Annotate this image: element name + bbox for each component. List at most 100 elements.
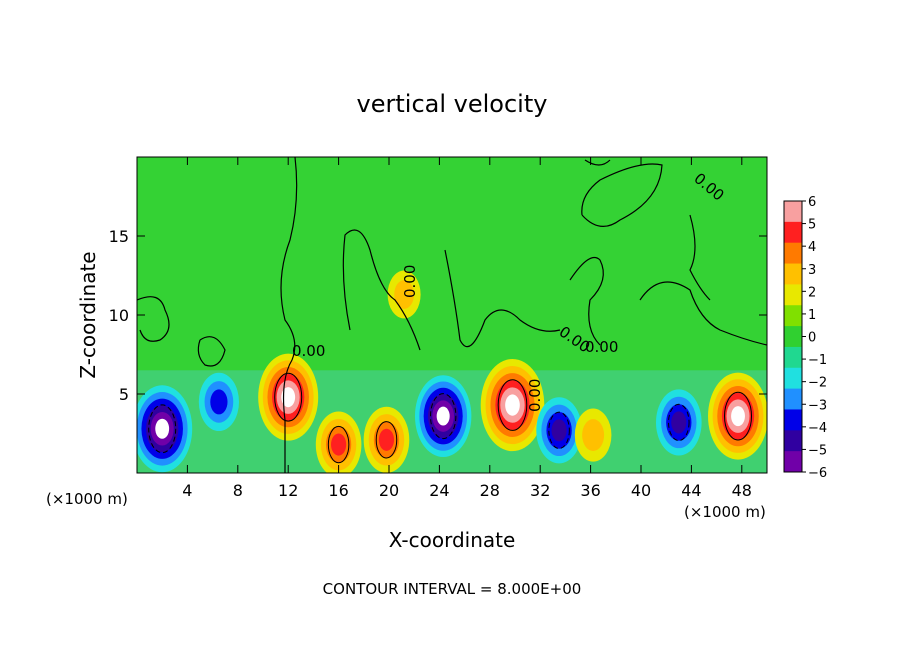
field-level bbox=[210, 389, 228, 415]
field-level bbox=[436, 406, 450, 426]
contour-ring bbox=[148, 404, 177, 454]
zero-contour-line bbox=[280, 157, 298, 473]
updraft-cell bbox=[315, 411, 362, 473]
colorbar-swatch bbox=[784, 388, 802, 410]
x-tick-label: 20 bbox=[379, 481, 399, 500]
colorbar-swatch bbox=[784, 326, 802, 348]
colorbar-swatch bbox=[784, 451, 802, 473]
x-tick-label: 16 bbox=[328, 481, 348, 500]
colorbar-tick-label: −1 bbox=[808, 353, 827, 368]
x-tick-label: 8 bbox=[233, 481, 243, 500]
x-tick-label: 12 bbox=[278, 481, 298, 500]
field-level bbox=[582, 419, 605, 452]
x-axis-title: X-coordinate bbox=[389, 528, 516, 552]
downdraft-cell bbox=[198, 372, 239, 432]
colorbar-tick-label: 6 bbox=[808, 195, 816, 210]
updraft-cell bbox=[480, 358, 545, 452]
colorbar-swatch bbox=[784, 263, 802, 285]
x-tick-label: 4 bbox=[182, 481, 192, 500]
field-level bbox=[155, 418, 170, 439]
contour-ring bbox=[429, 393, 457, 440]
x-tick-label: 36 bbox=[580, 481, 600, 500]
x-tick-label: 32 bbox=[530, 481, 550, 500]
colorbar-tick-label: 2 bbox=[808, 285, 816, 300]
colorbar-swatch bbox=[784, 284, 802, 306]
zero-contour-line bbox=[639, 281, 767, 346]
contour-interval-note: CONTOUR INTERVAL = 8.000E+00 bbox=[323, 580, 582, 598]
zero-contour-line bbox=[342, 229, 421, 351]
field-level bbox=[505, 394, 520, 416]
colorbar-tick-label: 4 bbox=[808, 240, 816, 255]
y-axis: 5 10 15 bbox=[109, 227, 767, 404]
updraft-cell bbox=[708, 372, 767, 460]
zero-contour-line bbox=[197, 336, 226, 367]
zero-contour-line bbox=[569, 256, 604, 346]
contour-ring bbox=[497, 379, 528, 431]
field-level bbox=[378, 428, 395, 451]
colorbar-swatch bbox=[784, 201, 802, 223]
downdraft-cell bbox=[137, 385, 193, 473]
contour-ring bbox=[375, 421, 398, 459]
x-axis: 4 8 12 16 20 24 28 32 36 40 44 48 bbox=[182, 157, 752, 500]
colorbar-tick-label: 1 bbox=[808, 308, 816, 323]
updraft-cell bbox=[387, 270, 421, 319]
downdraft-cell bbox=[536, 397, 582, 464]
y-tick-label: 5 bbox=[119, 385, 129, 404]
x-tick-label: 40 bbox=[631, 481, 651, 500]
updraft-cell bbox=[574, 408, 612, 462]
colorbar-swatch bbox=[784, 305, 802, 327]
contour-layer bbox=[137, 157, 767, 473]
chart-title: vertical velocity bbox=[357, 90, 548, 118]
contour-ring bbox=[274, 372, 303, 422]
contour-label: 0.00 bbox=[585, 338, 618, 356]
contour-label: 0.00 bbox=[526, 379, 544, 412]
colorbar-tick-label: 3 bbox=[808, 263, 816, 278]
plot-area: 0.00 0.00 0.00 0.00 0.00 0.00 4 8 12 16 20 24… bbox=[109, 156, 768, 500]
y-tick-label: 10 bbox=[109, 306, 129, 325]
x-tick-label: 44 bbox=[681, 481, 701, 500]
colorbar-tick-label: −3 bbox=[808, 398, 827, 413]
field-level bbox=[731, 406, 745, 427]
downdraft-cell bbox=[414, 375, 472, 458]
updraft-cell bbox=[258, 353, 319, 441]
field-level bbox=[671, 411, 687, 434]
y-tick-label: 15 bbox=[109, 227, 129, 246]
contour-ring bbox=[548, 411, 570, 450]
colorbar-tick-label: 0 bbox=[808, 331, 816, 346]
updraft-cell bbox=[363, 406, 410, 473]
x-tick-label: 28 bbox=[480, 481, 500, 500]
colorbar-swatch bbox=[784, 430, 802, 452]
zero-contour-line bbox=[581, 159, 663, 227]
contour-label: 0.00 bbox=[292, 342, 325, 360]
contour-label: 0.00 bbox=[401, 265, 419, 298]
x-unit-label: (×1000 m) bbox=[46, 490, 128, 508]
colorbar-swatch bbox=[784, 367, 802, 390]
field-layer bbox=[137, 270, 767, 473]
zero-contour-line bbox=[137, 296, 170, 342]
colorbar-swatch bbox=[784, 221, 802, 244]
colorbar-tick-label: −5 bbox=[808, 443, 827, 458]
field-level bbox=[331, 433, 347, 456]
colorbar-tick-label: 5 bbox=[808, 218, 816, 233]
colorbar-swatch bbox=[784, 242, 802, 265]
field-level bbox=[551, 419, 567, 442]
x-tick-label: 48 bbox=[732, 481, 752, 500]
contour-ring bbox=[724, 391, 753, 441]
zero-contour-line bbox=[444, 249, 561, 348]
field-level bbox=[394, 280, 415, 309]
x-tick-label: 24 bbox=[429, 481, 449, 500]
x-unit-label-right: (×1000 m) bbox=[684, 503, 766, 521]
contour-ring bbox=[327, 425, 350, 464]
downdraft-cell bbox=[656, 389, 702, 456]
colorbar: 6 5 4 3 2 1 0 −1 −2 −3 −4 −5 −6 bbox=[783, 195, 827, 481]
colorbar-tick-label: −6 bbox=[808, 466, 827, 481]
field-level bbox=[281, 387, 296, 408]
zero-contour-line bbox=[689, 214, 711, 301]
colorbar-tick-label: −2 bbox=[808, 376, 827, 391]
colorbar-swatch bbox=[784, 346, 802, 369]
colorbar-tick-label: −4 bbox=[808, 421, 827, 436]
contour-ring bbox=[668, 403, 690, 442]
y-axis-title: Z-coordinate bbox=[76, 251, 100, 378]
colorbar-swatch bbox=[784, 409, 802, 431]
